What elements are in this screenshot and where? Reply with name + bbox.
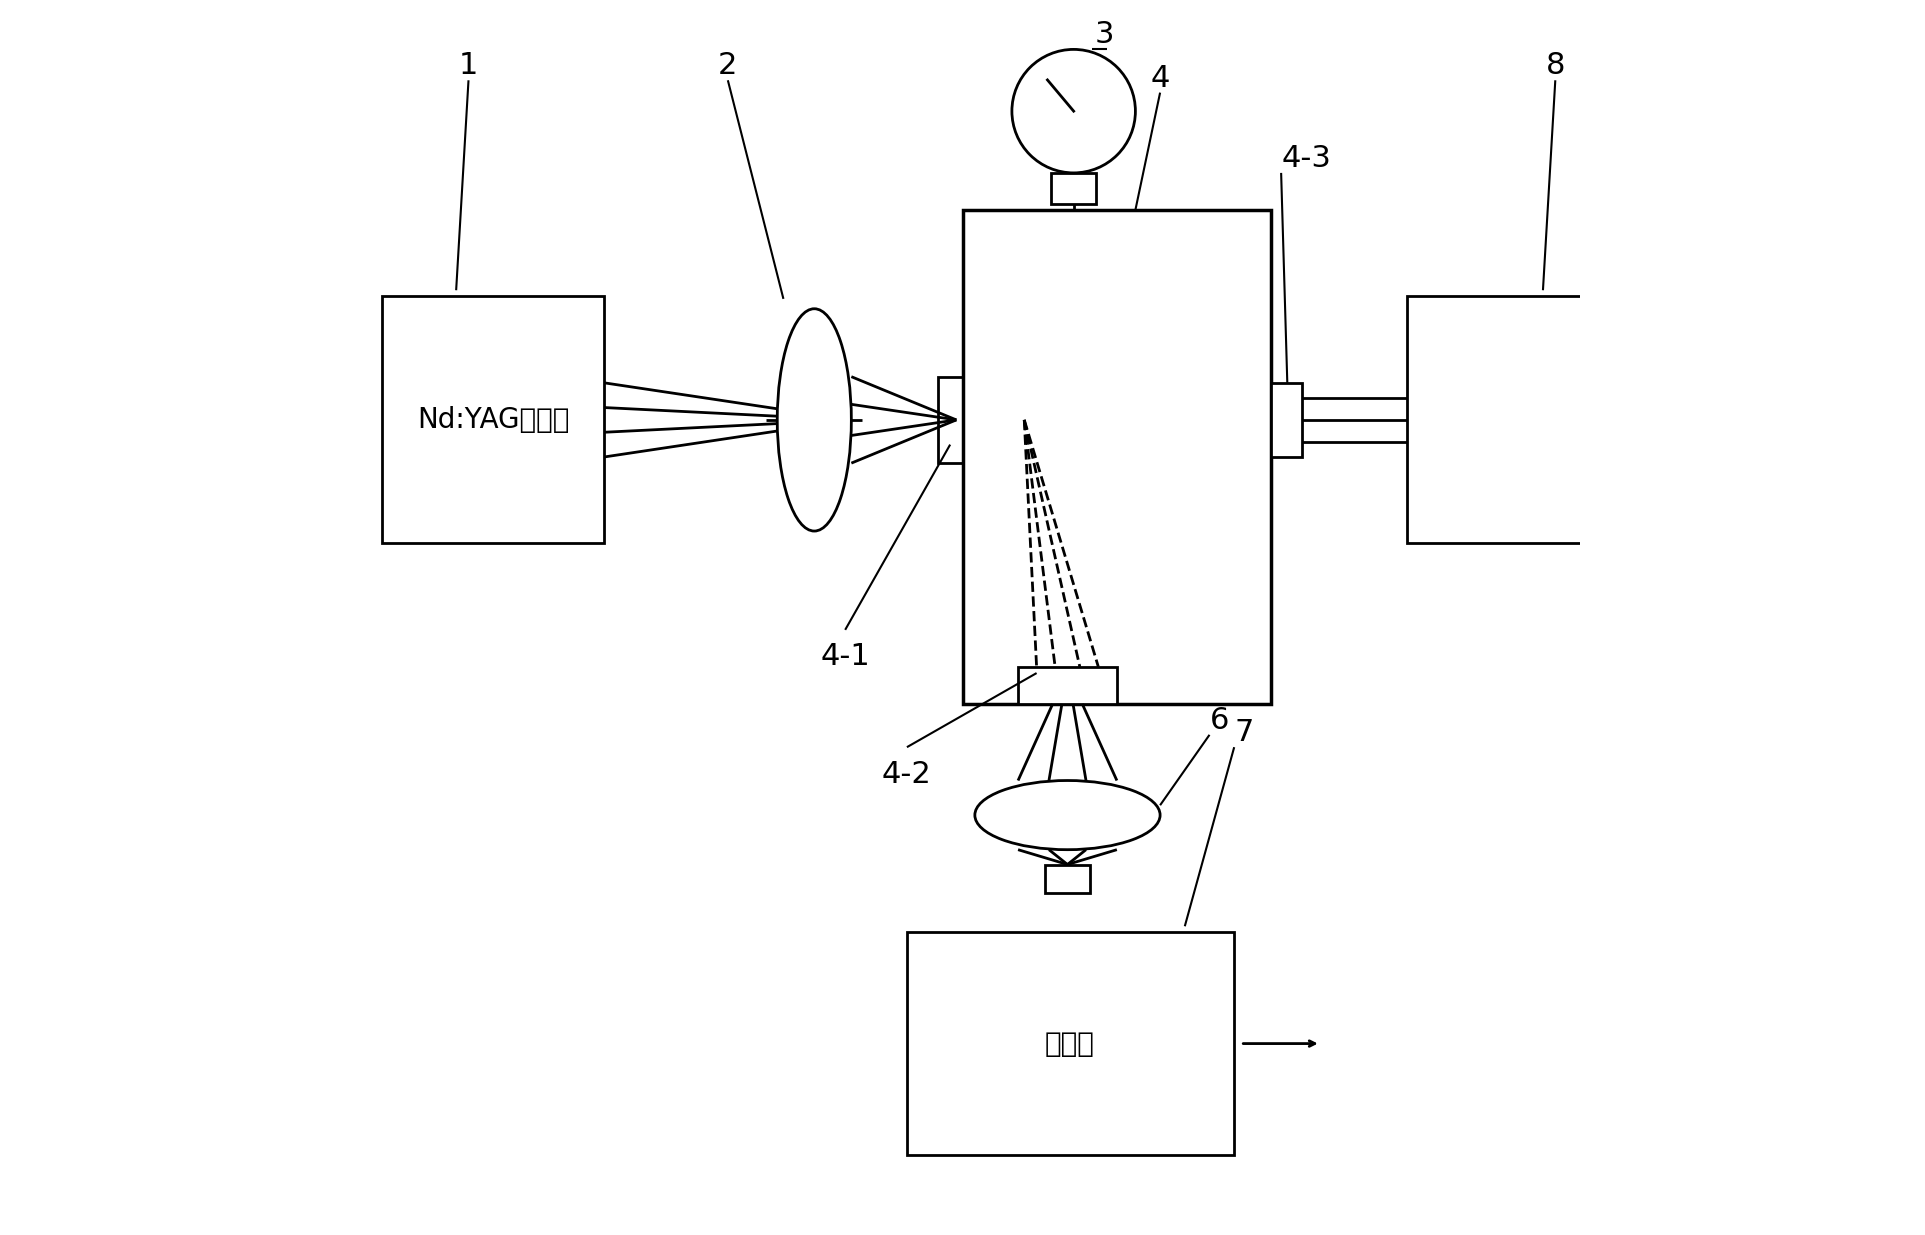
FancyBboxPatch shape	[937, 377, 962, 463]
Ellipse shape	[778, 309, 851, 531]
Text: 3: 3	[1095, 21, 1115, 49]
Text: 2: 2	[718, 52, 737, 80]
Text: 4-2: 4-2	[882, 760, 932, 788]
FancyBboxPatch shape	[1407, 296, 1605, 543]
FancyBboxPatch shape	[381, 296, 604, 543]
FancyBboxPatch shape	[1045, 864, 1090, 893]
Text: 6: 6	[1209, 706, 1228, 735]
Text: 8: 8	[1546, 52, 1565, 80]
FancyBboxPatch shape	[907, 932, 1234, 1155]
Text: 4-1: 4-1	[820, 642, 870, 671]
Ellipse shape	[974, 781, 1161, 850]
FancyBboxPatch shape	[1270, 383, 1301, 457]
Text: Nd:YAG激光器: Nd:YAG激光器	[418, 406, 570, 433]
FancyBboxPatch shape	[1018, 667, 1116, 704]
Text: 1: 1	[458, 52, 477, 80]
Text: 7: 7	[1234, 719, 1253, 747]
Text: 4-3: 4-3	[1282, 144, 1330, 173]
FancyBboxPatch shape	[1051, 173, 1095, 204]
Text: 光谱仪: 光谱仪	[1045, 1030, 1095, 1057]
Text: 4: 4	[1151, 64, 1170, 93]
FancyBboxPatch shape	[962, 210, 1270, 704]
